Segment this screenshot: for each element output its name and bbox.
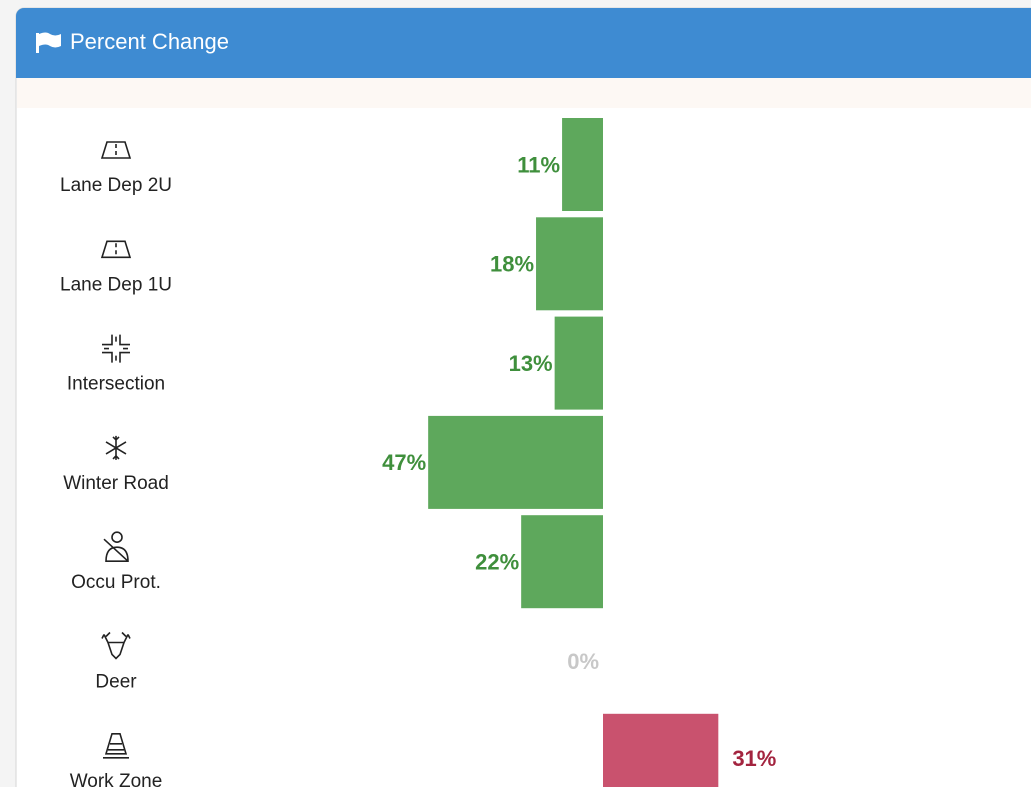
category-label: Deer [95,672,137,693]
value-label: 31% [732,746,776,771]
category-icon [105,435,127,460]
category-icon [100,141,132,159]
value-label: 13% [509,351,553,376]
category-label: Intersection [67,374,165,395]
value-label: 0% [567,649,599,674]
category-label: Winter Road [63,473,169,494]
category-icon [100,240,132,259]
panel-header-base [16,60,1031,78]
bar [536,217,603,311]
flag-icon [36,32,61,53]
chart: Lane Dep 2U 11% Lane Dep 1U 18% Intersection… [60,118,776,787]
category-label: Lane Dep 1U [60,274,172,295]
category-icon [103,732,129,759]
value-label: 18% [490,252,534,277]
panel-band [17,78,1031,108]
bar [521,515,603,609]
category-label: Lane Dep 2U [60,175,172,196]
category-icon [102,334,130,363]
category-icon [103,531,129,563]
bar [603,713,719,787]
panel-body [15,7,1031,787]
bar [562,118,603,211]
value-label: 47% [382,450,426,475]
bar [428,415,603,509]
category-icon [101,631,131,660]
category-label: Work Zone [70,771,163,787]
panel-title: Percent Change [70,29,229,54]
value-label: 22% [475,550,519,575]
category-label: Occu Prot. [71,572,161,593]
bar [554,316,603,410]
value-label: 11% [517,152,560,177]
